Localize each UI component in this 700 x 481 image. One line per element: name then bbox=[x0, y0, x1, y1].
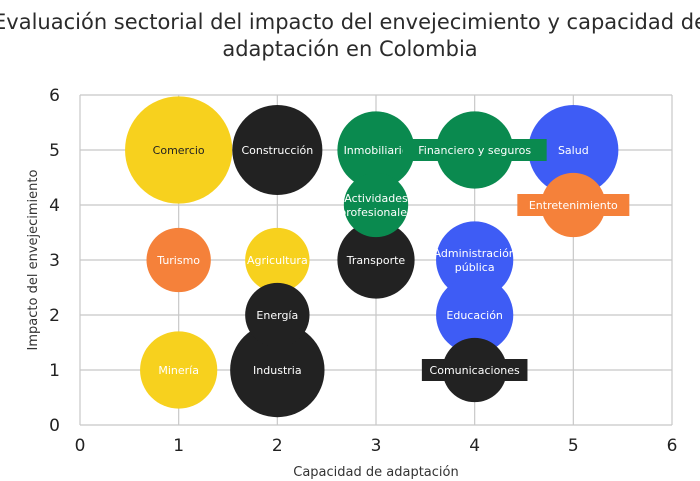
bubble bbox=[337, 111, 415, 189]
bubble-label: pública bbox=[455, 261, 495, 274]
bubble bbox=[343, 172, 409, 238]
bubbles bbox=[125, 96, 619, 418]
bubble bbox=[125, 96, 233, 204]
y-tick-label: 3 bbox=[49, 251, 60, 271]
bubble bbox=[436, 276, 514, 354]
bubble-label: Inmobiliario bbox=[344, 144, 409, 157]
x-tick-label: 5 bbox=[568, 436, 579, 456]
y-axis-label: Impacto del envejecimiento bbox=[26, 170, 41, 351]
bubble-label: Actividades bbox=[344, 192, 408, 205]
bubble bbox=[140, 331, 218, 409]
bubble bbox=[245, 227, 310, 293]
chart-title-line-1: Evaluación sectorial del impacto del env… bbox=[0, 10, 700, 34]
y-tick-label: 4 bbox=[49, 196, 60, 216]
bubble bbox=[230, 322, 325, 418]
bubble bbox=[337, 221, 415, 299]
x-axis-label: Capacidad de adaptación bbox=[293, 465, 458, 480]
x-tick-label: 1 bbox=[173, 436, 184, 456]
x-tick-label: 2 bbox=[272, 436, 283, 456]
bubble-label: Educación bbox=[446, 309, 503, 322]
bubble-label: Turismo bbox=[156, 254, 200, 267]
bubble bbox=[232, 104, 323, 196]
bubble-label: Entretenimiento bbox=[529, 199, 618, 212]
bubble-label: Industria bbox=[253, 364, 302, 377]
bubble-labels: Comercio Turismo Minería Construcción Agricu… bbox=[153, 139, 630, 381]
y-tick-label: 0 bbox=[49, 416, 60, 436]
bubble-label-box bbox=[421, 359, 528, 381]
y-tick-label: 5 bbox=[49, 141, 60, 161]
tick-labels: 0 1 2 3 4 5 6 0 1 2 3 4 5 6 bbox=[49, 86, 677, 456]
bubble bbox=[528, 104, 619, 196]
bubble-label: Energía bbox=[256, 309, 298, 322]
bubble-label-box bbox=[517, 194, 630, 216]
bubble-label-box bbox=[402, 139, 547, 161]
bubble-label: Transporte bbox=[346, 254, 406, 267]
bubble-label: Salud bbox=[558, 144, 589, 157]
bubble-label: Comercio bbox=[153, 144, 205, 157]
bubble-label: Agricultura bbox=[247, 254, 308, 267]
x-tick-label: 4 bbox=[469, 436, 480, 456]
y-tick-label: 6 bbox=[49, 86, 60, 106]
x-tick-label: 0 bbox=[75, 436, 86, 456]
bubble bbox=[146, 227, 211, 293]
bubble bbox=[436, 221, 514, 299]
x-tick-label: 6 bbox=[667, 436, 678, 456]
y-tick-label: 2 bbox=[49, 306, 60, 326]
x-tick-label: 3 bbox=[371, 436, 382, 456]
bubble bbox=[245, 282, 310, 348]
bubble-label: Administración bbox=[434, 247, 516, 260]
chart-title-line-2: adaptación en Colombia bbox=[222, 37, 477, 61]
y-tick-label: 1 bbox=[49, 361, 60, 381]
bubble-label: Minería bbox=[158, 364, 199, 377]
bubble-label: Financiero y seguros bbox=[418, 144, 531, 157]
bubble-label: Comunicaciones bbox=[430, 364, 520, 377]
bubble-label: profesionales bbox=[339, 206, 413, 219]
bubble-label: Construcción bbox=[241, 144, 313, 157]
